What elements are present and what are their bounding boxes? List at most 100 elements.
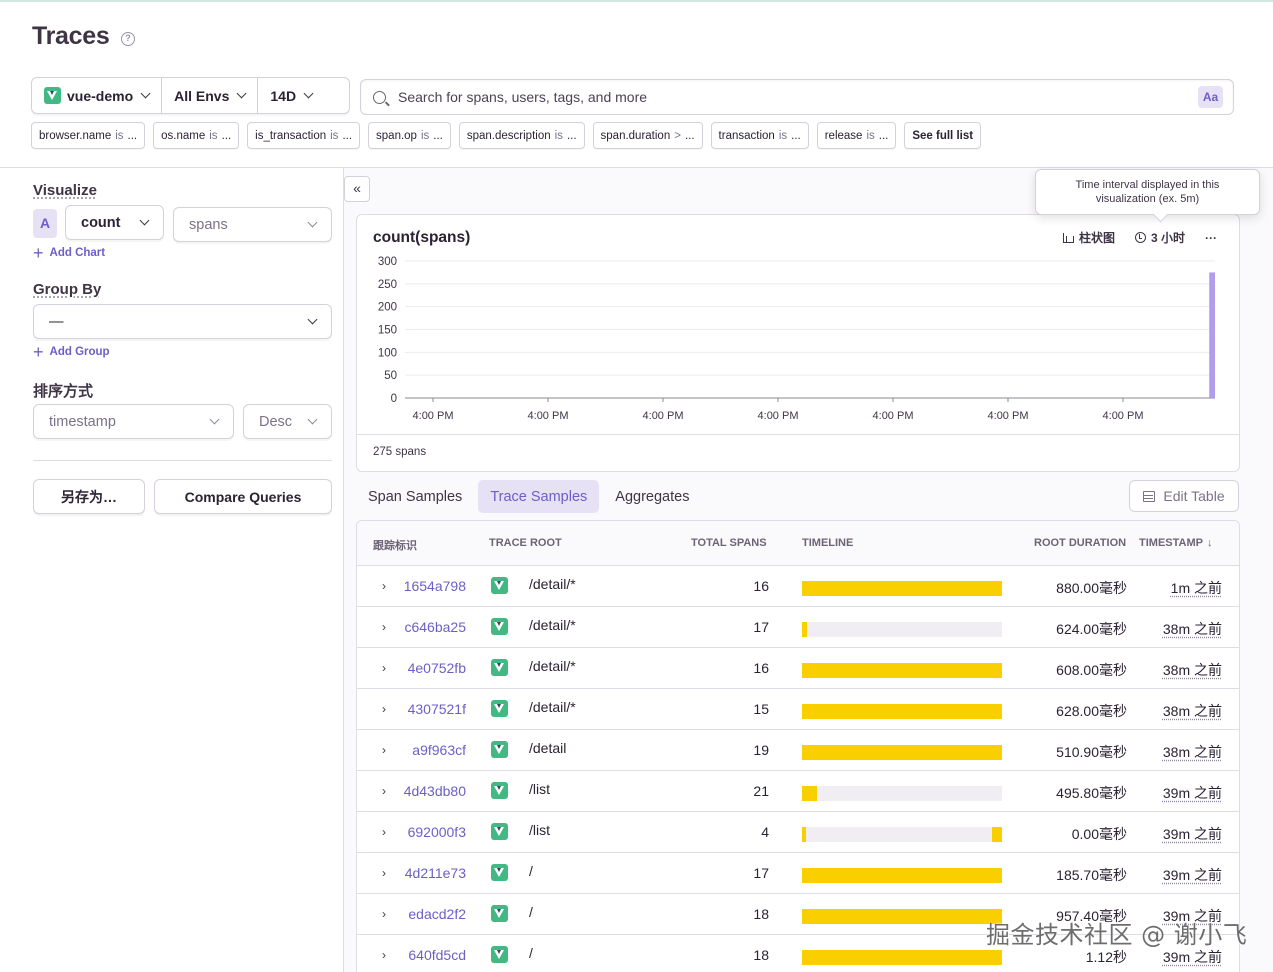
search-input[interactable] <box>398 89 1198 105</box>
count-spans-chart: 0 50 100 150 200 250 300 4:00 PM 4:00 PM 4:00 PM 4… <box>357 215 1239 433</box>
filter-value: ... <box>879 130 889 142</box>
trace-id-link[interactable]: 4d211e73 <box>405 865 466 881</box>
trace-id-link[interactable]: edacd2f2 <box>408 906 466 922</box>
group-by-dropdown[interactable]: — <box>33 304 332 339</box>
expand-chevron-icon[interactable]: › <box>382 702 386 716</box>
table-row[interactable]: › 4d43db80/list 21 495.80毫秒 39m 之前 <box>357 771 1239 812</box>
expand-chevron-icon[interactable]: › <box>382 825 386 839</box>
trace-id-link[interactable]: a9f963cf <box>412 742 466 758</box>
tab-aggregates[interactable]: Aggregates <box>603 480 701 513</box>
timeline-bar[interactable] <box>802 622 1002 637</box>
table-row[interactable]: › 1654a798/detail/* 16 880.00毫秒 1m 之前 <box>357 566 1239 607</box>
field-dropdown[interactable]: spans <box>173 207 332 242</box>
column-header-timestamp[interactable]: TIMESTAMP ↓ <box>1139 537 1212 549</box>
trace-id-link[interactable]: c646ba25 <box>404 619 466 635</box>
y-tick-label: 150 <box>378 325 397 337</box>
column-header-trace-root: TRACE ROOT <box>489 537 562 549</box>
page-title: Traces <box>32 22 109 51</box>
tab-span-samples[interactable]: Span Samples <box>356 480 474 513</box>
filter-op: is <box>421 130 429 142</box>
trace-root-name: /detail/* <box>529 699 576 715</box>
x-tick-label: 4:00 PM <box>988 410 1029 422</box>
filter-chip-is-transaction[interactable]: is_transaction is... <box>247 122 360 149</box>
expand-chevron-icon[interactable]: › <box>382 661 386 675</box>
edit-table-button[interactable]: Edit Table <box>1129 480 1239 512</box>
project-selector-label: vue-demo <box>67 88 133 104</box>
trace-root-name: / <box>529 904 533 920</box>
table-row[interactable]: › 4e0752fb/detail/* 16 608.00毫秒 38m 之前 <box>357 648 1239 689</box>
filter-chip-span-duration[interactable]: span.duration >... <box>593 122 703 149</box>
add-group-button[interactable]: + Add Group <box>33 346 110 358</box>
trace-id-link[interactable]: 692000f3 <box>408 824 466 840</box>
timeline-bar[interactable] <box>802 909 1002 924</box>
trace-id-link[interactable]: 4307521f <box>408 701 466 717</box>
tab-trace-samples[interactable]: Trace Samples <box>478 480 599 513</box>
table-row[interactable]: › a9f963cf/detail 19 510.90毫秒 38m 之前 <box>357 730 1239 771</box>
expand-chevron-icon[interactable]: › <box>382 948 386 962</box>
trace-id-link[interactable]: 4d43db80 <box>404 783 466 799</box>
add-chart-button[interactable]: + Add Chart <box>33 247 105 259</box>
expand-chevron-icon[interactable]: › <box>382 743 386 757</box>
compare-queries-button[interactable]: Compare Queries <box>154 479 332 514</box>
timeline-bar[interactable] <box>802 827 1002 842</box>
table-icon <box>1143 491 1155 502</box>
watermark: 掘金技术社区 @ 谢小飞 <box>986 915 1247 950</box>
timeline-bar[interactable] <box>802 704 1002 719</box>
table-row[interactable]: › c646ba25/detail/* 17 624.00毫秒 38m 之前 <box>357 607 1239 648</box>
filter-chip-span-op[interactable]: span.op is... <box>368 122 451 149</box>
x-tick-label: 4:00 PM <box>643 410 684 422</box>
expand-chevron-icon[interactable]: › <box>382 784 386 798</box>
expand-chevron-icon[interactable]: › <box>382 579 386 593</box>
filter-op: is <box>115 130 123 142</box>
environment-selector[interactable]: All Envs <box>162 78 258 113</box>
expand-chevron-icon[interactable]: › <box>382 907 386 921</box>
root-duration-value: 628.00毫秒 <box>1056 701 1127 721</box>
period-selector[interactable]: 14D <box>258 78 324 113</box>
total-spans-value: 16 <box>753 578 769 594</box>
help-icon[interactable]: ? <box>121 32 135 46</box>
timestamp-value: 1m 之前 <box>1171 578 1222 598</box>
expand-chevron-icon[interactable]: › <box>382 866 386 880</box>
project-selector[interactable]: vue-demo <box>32 78 162 113</box>
timeline-bar[interactable] <box>802 581 1002 596</box>
trace-samples-table: 跟踪标识 TRACE ROOT TOTAL SPANS TIMELINE ROO… <box>356 520 1240 972</box>
y-tick-label: 300 <box>378 256 397 268</box>
table-row[interactable]: › 4d211e73 / 17 185.70毫秒 39m 之前 <box>357 853 1239 894</box>
timeline-bar[interactable] <box>802 950 1002 965</box>
total-spans-value: 17 <box>753 619 769 635</box>
save-as-button[interactable]: 另存为… <box>33 479 145 514</box>
aggregate-dropdown[interactable]: count <box>65 205 164 240</box>
trace-id-link[interactable]: 640fd5cd <box>408 947 466 963</box>
filter-op: is <box>866 130 874 142</box>
sort-order-dropdown[interactable]: Desc <box>243 404 332 439</box>
table-row[interactable]: › 692000f3/list 4 0.00毫秒 39m 之前 <box>357 812 1239 853</box>
total-spans-value: 15 <box>753 701 769 717</box>
filter-chip-browser-name[interactable]: browser.name is... <box>31 122 145 149</box>
y-tick-label: 100 <box>378 347 397 359</box>
filter-chip-transaction[interactable]: transaction is... <box>711 122 809 149</box>
timeline-bar[interactable] <box>802 868 1002 883</box>
see-full-list-button[interactable]: See full list <box>904 122 981 149</box>
timestamp-value: 39m 之前 <box>1163 824 1222 844</box>
trace-id-link[interactable]: 1654a798 <box>404 578 466 594</box>
plus-icon: + <box>33 247 44 259</box>
filter-chip-release[interactable]: release is... <box>817 122 897 149</box>
timeline-bar[interactable] <box>802 745 1002 760</box>
chevron-down-icon <box>141 89 151 99</box>
total-spans-value: 19 <box>753 742 769 758</box>
filter-chip-span-description[interactable]: span.description is... <box>459 122 585 149</box>
timeline-bar[interactable] <box>802 786 1002 801</box>
trace-root-name: / <box>529 863 533 879</box>
group-by-label: Group By <box>33 281 101 298</box>
expand-chevron-icon[interactable]: › <box>382 620 386 634</box>
chart-footer-divider <box>357 434 1239 435</box>
sort-field-dropdown[interactable]: timestamp <box>33 404 234 439</box>
table-row[interactable]: › 4307521f/detail/* 15 628.00毫秒 38m 之前 <box>357 689 1239 730</box>
filter-chip-os-name[interactable]: os.name is... <box>153 122 239 149</box>
timeline-segment <box>802 909 1002 924</box>
trace-root-name: /list <box>529 822 550 838</box>
collapse-sidebar-button[interactable]: « <box>344 176 370 202</box>
case-sensitive-toggle[interactable]: Aa <box>1198 86 1223 108</box>
trace-id-link[interactable]: 4e0752fb <box>408 660 466 676</box>
timeline-bar[interactable] <box>802 663 1002 678</box>
